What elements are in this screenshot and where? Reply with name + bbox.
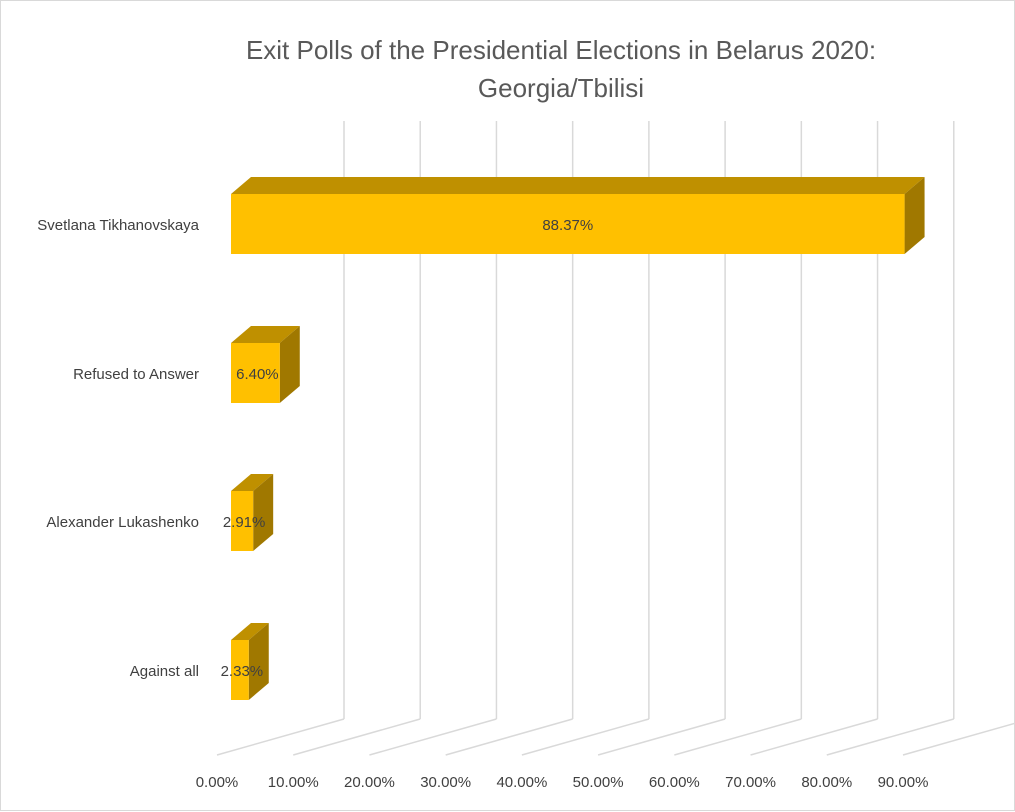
- gridline-floor: [902, 722, 1015, 756]
- x-tick-label: 80.00%: [801, 774, 852, 791]
- x-tick-label: 60.00%: [649, 774, 700, 791]
- gridline-floor: [521, 718, 650, 756]
- bar-side-face: [253, 474, 274, 551]
- bar-group: [231, 474, 274, 551]
- bar: [231, 491, 254, 551]
- bar-top-face: [231, 474, 274, 491]
- gridline-floor: [216, 718, 345, 756]
- x-tick-label: 30.00%: [420, 774, 471, 791]
- x-tick-label: 90.00%: [878, 774, 929, 791]
- x-tick-label: 40.00%: [496, 774, 547, 791]
- data-label: 2.33%: [221, 663, 264, 680]
- data-label: 88.37%: [542, 217, 593, 234]
- bar: [231, 343, 280, 403]
- gridline-floor: [597, 718, 726, 756]
- gridline-floor: [826, 718, 954, 756]
- category-label: Svetlana Tikhanovskaya: [37, 217, 199, 234]
- gridline-floor: [750, 718, 878, 756]
- x-tick-label: 0.00%: [196, 774, 239, 791]
- chart-title: Exit Polls of the Presidential Elections…: [1, 31, 1015, 107]
- gridline-floor: [293, 718, 421, 756]
- gridline-floor: [674, 718, 802, 756]
- category-label: Alexander Lukashenko: [46, 514, 199, 531]
- data-label: 6.40%: [236, 366, 279, 383]
- x-tick-label: 20.00%: [344, 774, 395, 791]
- category-label: Against all: [130, 663, 199, 680]
- bar-top-face: [231, 326, 300, 343]
- bar-top-face: [231, 623, 269, 640]
- bar-group: [231, 177, 925, 254]
- chart-title-line-1: Exit Polls of the Presidential Elections…: [245, 35, 877, 65]
- gridline-floor: [369, 718, 497, 756]
- bar-side-face: [248, 623, 269, 700]
- bar-group: [231, 326, 300, 403]
- chart-title-line-2: Georgia/Tbilisi: [477, 73, 645, 103]
- x-tick-label: 70.00%: [725, 774, 776, 791]
- x-tick-label: 50.00%: [573, 774, 624, 791]
- bar-side-face: [279, 326, 300, 403]
- bar-top-face: [231, 177, 925, 194]
- data-label: 2.91%: [223, 514, 266, 531]
- x-tick-label: 10.00%: [268, 774, 319, 791]
- bar-side-face: [904, 177, 925, 254]
- bar-group: [231, 623, 269, 700]
- gridline-floor: [445, 718, 573, 756]
- bar: [231, 194, 905, 254]
- category-label: Refused to Answer: [73, 366, 199, 383]
- bar: [231, 640, 249, 700]
